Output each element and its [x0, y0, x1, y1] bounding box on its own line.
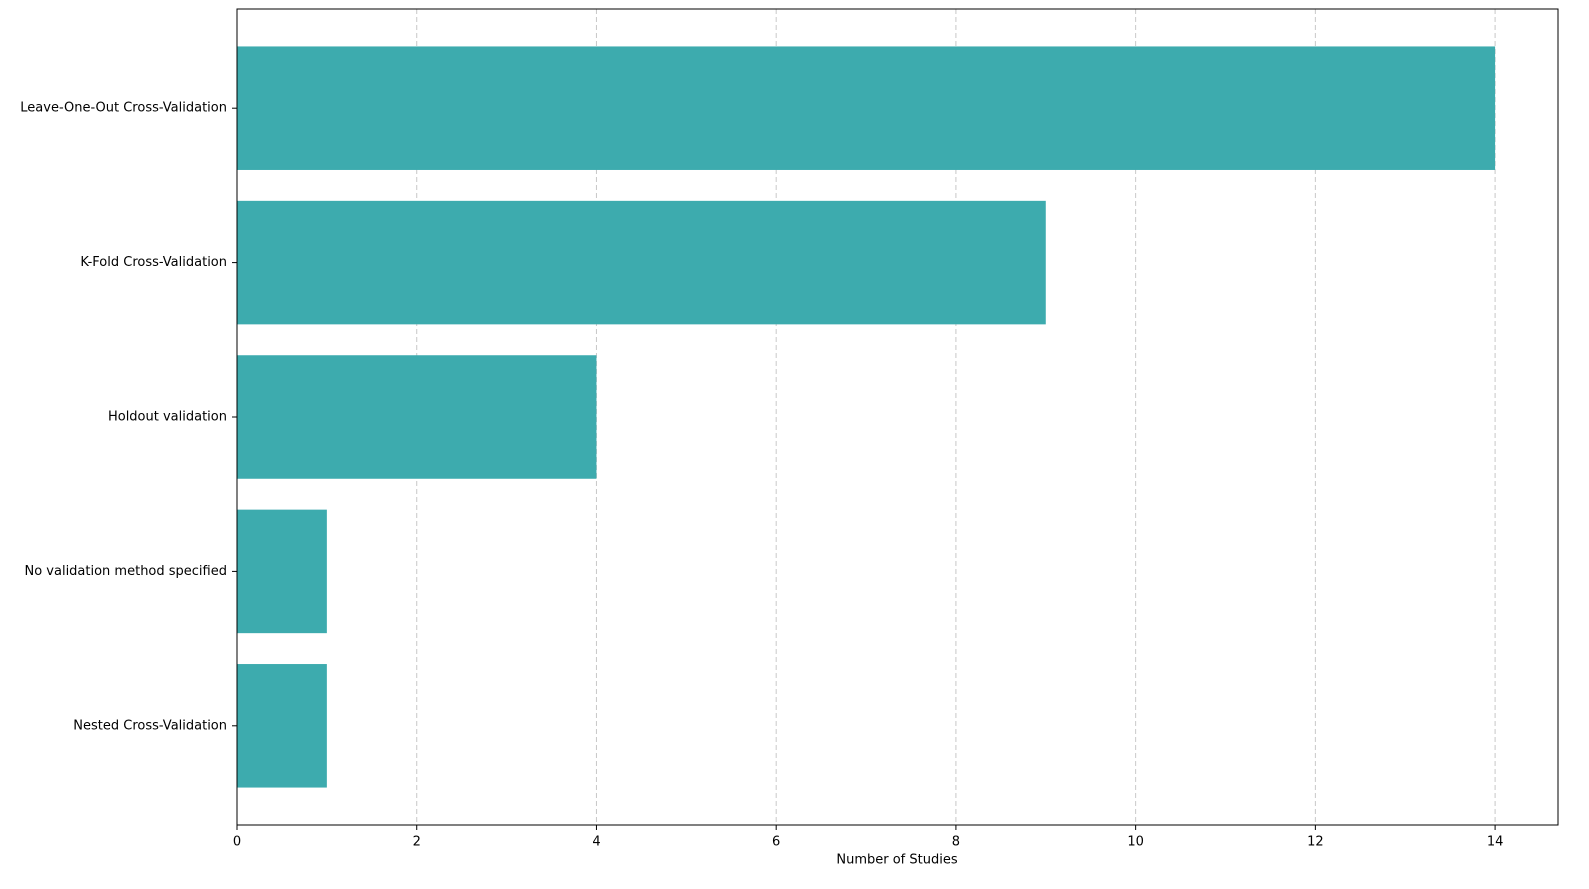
y-tick-label: Nested Cross-Validation	[73, 718, 227, 733]
x-tick-label: 8	[952, 835, 960, 850]
y-tick-label: Holdout validation	[108, 410, 227, 425]
x-tick-label: 4	[592, 835, 600, 850]
bar	[237, 200, 1046, 325]
bar	[237, 46, 1496, 170]
x-tick-label: 2	[413, 835, 421, 850]
x-tick-label: 12	[1307, 835, 1324, 850]
bar	[237, 509, 327, 634]
y-tick-label: K-Fold Cross-Validation	[80, 255, 227, 270]
x-axis-label: Number of Studies	[836, 853, 957, 868]
x-tick-label: 14	[1487, 835, 1504, 850]
x-tick-label: 10	[1127, 835, 1144, 850]
y-tick-label: No validation method specified	[24, 564, 227, 579]
bar	[237, 355, 597, 479]
x-tick-label: 0	[233, 835, 241, 850]
plot-frame	[236, 8, 1559, 826]
bar	[237, 664, 327, 788]
x-tick-label: 6	[772, 835, 780, 850]
y-tick-label: Leave-One-Out Cross-Validation	[20, 101, 227, 116]
